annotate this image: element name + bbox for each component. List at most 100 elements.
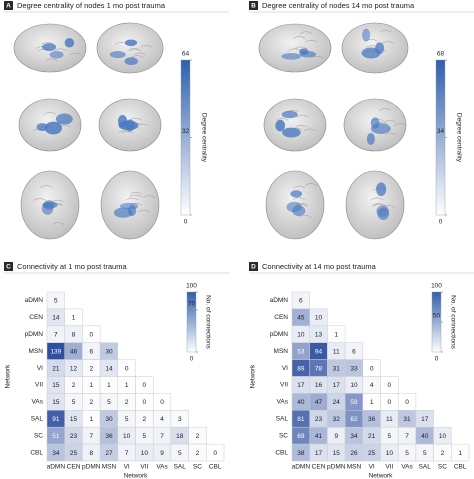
cell-value: 2 <box>196 450 200 457</box>
activation-blob <box>42 201 58 209</box>
column-label: aDMN <box>47 464 66 471</box>
cell-value: 1 <box>89 382 93 389</box>
row-label: SAL <box>31 415 44 422</box>
brain-fold <box>129 194 142 198</box>
colorbar-tick-label: 0 <box>184 219 188 226</box>
cell-value: 6 <box>352 348 356 355</box>
activation-blob <box>55 113 73 125</box>
column-label: VI <box>369 464 375 471</box>
row-label: VAs <box>277 399 289 406</box>
row-label: CEN <box>29 314 43 321</box>
cell-value: 10 <box>123 433 131 440</box>
row-label: VAs <box>32 399 44 406</box>
brain-fold <box>311 55 324 59</box>
brain-fold <box>131 55 144 58</box>
brain-render <box>258 23 332 73</box>
panel-label-box <box>249 1 258 10</box>
column-label: pDMN <box>327 464 346 471</box>
column-label: VII <box>385 464 393 471</box>
column-label: SC <box>193 464 202 471</box>
cell-value: 0 <box>370 365 374 372</box>
cell-value: 15 <box>70 416 78 423</box>
panel-title: Connectivity at 1 mo post trauma <box>17 262 127 271</box>
cell-value: 10 <box>439 433 447 440</box>
activation-blob <box>113 207 133 218</box>
cell-value: 40 <box>421 433 429 440</box>
cell-value: 10 <box>350 382 358 389</box>
cell-value: 0 <box>89 331 93 338</box>
activation-blob <box>49 51 64 59</box>
cell-value: 5 <box>405 450 409 457</box>
activation-blob <box>124 39 138 47</box>
brain-fold <box>305 39 318 43</box>
cell-value: 21 <box>52 365 60 372</box>
cell-value: 94 <box>315 348 323 355</box>
brain-fold <box>133 52 146 56</box>
brain-fold <box>130 192 143 195</box>
colorbar <box>431 291 442 353</box>
brain-fold <box>295 124 308 128</box>
cell-value: 2 <box>89 399 93 406</box>
cell-value: 51 <box>52 433 60 440</box>
cell-value: 14 <box>52 315 60 322</box>
panel-label-box <box>249 262 258 271</box>
brain-render <box>96 22 164 74</box>
panel-title: Degree centrality of nodes 1 mo post tra… <box>17 1 166 10</box>
brain-fold <box>121 130 135 134</box>
brain-fold <box>293 185 306 189</box>
row-label: SC <box>279 432 288 439</box>
activation-blob <box>275 119 286 132</box>
brain-fold <box>126 197 139 201</box>
cell-value: 31 <box>333 365 341 372</box>
panel-title: Degree centrality of nodes 14 mo post tr… <box>262 1 415 10</box>
brain-render <box>18 98 82 152</box>
activation-blob <box>282 127 301 138</box>
panel-title: Connectivity at 14 mo post trauma <box>262 262 377 271</box>
y-axis-title: Network <box>5 364 12 389</box>
activation-blob <box>42 43 57 52</box>
cell-value: 17 <box>421 416 429 423</box>
cell-value: 45 <box>297 315 305 322</box>
row-label: CEN <box>274 314 288 321</box>
column-label: VII <box>140 464 148 471</box>
cell-value: 8 <box>89 450 93 457</box>
activation-blob <box>377 207 390 220</box>
cell-value: 91 <box>52 416 60 423</box>
row-label: VI <box>282 365 288 372</box>
colorbar-tick-label: 100 <box>186 283 197 290</box>
activation-blob <box>299 48 309 56</box>
cell-value: 0 <box>143 382 147 389</box>
activation-blob <box>125 119 135 132</box>
activation-blob <box>64 37 75 48</box>
colorbar <box>180 59 191 216</box>
heatmap-cell <box>206 443 225 462</box>
cell-value: 7 <box>405 433 409 440</box>
colorbar-label: No. of connections <box>449 295 456 350</box>
activation-blob <box>44 121 63 135</box>
cell-value: 1 <box>125 382 129 389</box>
column-label: aDMN <box>292 464 311 471</box>
cell-value: 1 <box>370 399 374 406</box>
cell-value: 17 <box>315 450 323 457</box>
row-label: VI <box>37 365 43 372</box>
activation-blob <box>124 57 139 66</box>
cell-value: 81 <box>297 416 305 423</box>
cell-value: 78 <box>315 365 323 372</box>
cell-value: 14 <box>105 365 113 372</box>
cell-value: 59 <box>350 399 358 406</box>
brain-fold <box>275 118 289 121</box>
cell-value: 5 <box>388 433 392 440</box>
activation-blob <box>292 205 306 217</box>
brain-render <box>20 170 80 240</box>
cell-value: 2 <box>89 365 93 372</box>
row-label: aDMN <box>25 297 44 304</box>
cell-value: 0 <box>143 399 147 406</box>
activation-blob <box>290 190 303 198</box>
row-label: pDMN <box>25 331 44 338</box>
cell-value: 41 <box>315 433 323 440</box>
brain-fold <box>371 197 384 200</box>
cell-value: 34 <box>350 433 358 440</box>
cell-value: 23 <box>315 416 323 423</box>
activation-blob <box>117 115 128 128</box>
brain-render <box>263 98 327 152</box>
